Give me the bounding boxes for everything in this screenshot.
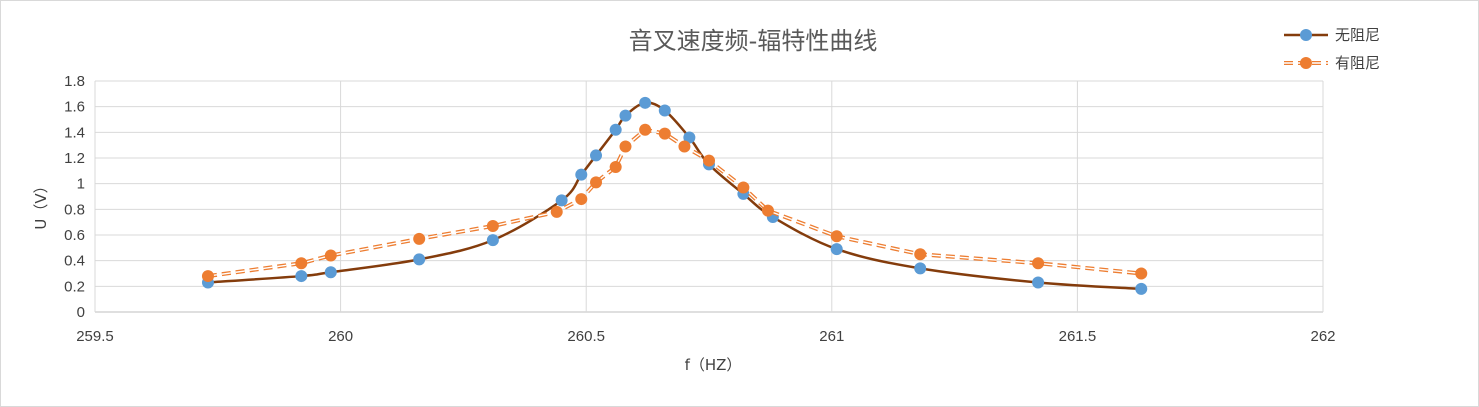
x-tick-label: 259.5: [76, 328, 114, 345]
data-point: [486, 234, 499, 247]
data-point: [324, 249, 337, 262]
y-tick-label: 0: [77, 304, 85, 321]
data-point: [201, 270, 214, 283]
data-point: [619, 109, 632, 122]
data-point: [914, 262, 927, 275]
x-tick-label: 261.5: [1059, 328, 1097, 345]
legend-item: 有阻尼: [1284, 54, 1380, 72]
data-point: [703, 154, 715, 167]
series-line-core: [207, 129, 1142, 277]
data-point: [830, 230, 843, 243]
data-point: [590, 176, 603, 189]
data-point: [737, 181, 750, 194]
series-2: [201, 123, 1148, 283]
y-tick-label: 0.4: [64, 253, 85, 270]
y-tick-label: 1.8: [64, 73, 85, 90]
x-tick-label: 260: [328, 328, 353, 345]
data-point: [413, 232, 426, 245]
legend-label: 无阻尼: [1335, 26, 1380, 44]
data-point: [609, 123, 622, 136]
data-point: [619, 140, 632, 153]
data-point: [639, 96, 652, 109]
series-1: [201, 96, 1148, 295]
x-tick-label: 261: [819, 328, 844, 345]
data-point: [1135, 282, 1148, 295]
data-point: [1032, 276, 1045, 289]
y-tick-label: 1.6: [64, 99, 85, 116]
data-point: [486, 220, 499, 233]
y-tick-label: 1.2: [64, 150, 85, 167]
data-point: [609, 160, 622, 173]
data-point: [683, 131, 696, 144]
y-tick-label: 0.2: [64, 278, 85, 295]
data-point: [295, 270, 308, 283]
y-tick-label: 1: [77, 176, 85, 193]
data-point: [658, 127, 671, 140]
data-point: [830, 243, 843, 256]
chart-title: 音叉速度频-辐特性曲线: [629, 27, 878, 55]
x-axis-title: f（HZ）: [685, 356, 742, 374]
data-point: [761, 204, 774, 217]
y-tick-label: 1.4: [64, 124, 85, 141]
data-point: [1032, 257, 1045, 270]
data-point: [575, 193, 588, 206]
data-point: [914, 248, 927, 261]
x-tick-label: 262: [1310, 328, 1335, 345]
data-point: [324, 266, 337, 279]
data-point: [678, 140, 691, 153]
y-axis-title: U（V）: [32, 178, 50, 229]
legend-marker: [1300, 57, 1312, 69]
data-point: [550, 205, 563, 218]
axes: 0 0.2 0.4 0.6 0.8 1 1.2 1.4 1.6 1.8 259.5 260 260.5 2…: [64, 73, 1335, 345]
y-tick-label: 0.6: [64, 227, 85, 244]
data-point: [295, 257, 308, 270]
legend-marker: [1300, 29, 1312, 41]
x-tick-label: 260.5: [567, 328, 605, 345]
data-point: [413, 253, 426, 266]
legend-label: 有阻尼: [1335, 54, 1380, 72]
data-point: [658, 104, 671, 117]
data-point: [590, 149, 603, 162]
data-point: [555, 194, 568, 207]
y-tick-label: 0.8: [64, 201, 85, 218]
series-line: [207, 127, 1142, 279]
data-point: [639, 123, 652, 136]
legend-item: 无阻尼: [1284, 26, 1380, 44]
data-point: [1135, 267, 1148, 280]
data-point: [575, 168, 588, 181]
series-group: [201, 96, 1148, 295]
